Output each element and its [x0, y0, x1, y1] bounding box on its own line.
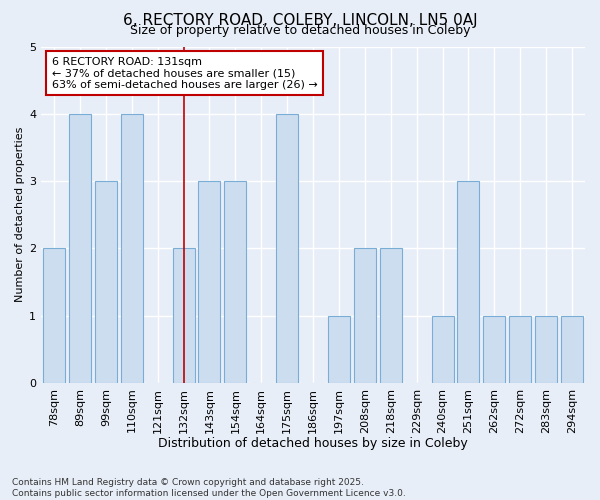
Bar: [457, 181, 479, 383]
Bar: [509, 316, 531, 383]
Y-axis label: Number of detached properties: Number of detached properties: [15, 127, 25, 302]
Bar: [354, 248, 376, 383]
Bar: [121, 114, 143, 383]
Bar: [484, 316, 505, 383]
X-axis label: Distribution of detached houses by size in Coleby: Distribution of detached houses by size …: [158, 437, 468, 450]
Bar: [43, 248, 65, 383]
Bar: [431, 316, 454, 383]
Text: Contains HM Land Registry data © Crown copyright and database right 2025.
Contai: Contains HM Land Registry data © Crown c…: [12, 478, 406, 498]
Bar: [224, 181, 247, 383]
Bar: [535, 316, 557, 383]
Text: Size of property relative to detached houses in Coleby: Size of property relative to detached ho…: [130, 24, 470, 37]
Text: 6, RECTORY ROAD, COLEBY, LINCOLN, LN5 0AJ: 6, RECTORY ROAD, COLEBY, LINCOLN, LN5 0A…: [122, 12, 478, 28]
Bar: [199, 181, 220, 383]
Bar: [328, 316, 350, 383]
Bar: [380, 248, 402, 383]
Bar: [276, 114, 298, 383]
Bar: [69, 114, 91, 383]
Bar: [561, 316, 583, 383]
Text: 6 RECTORY ROAD: 131sqm
← 37% of detached houses are smaller (15)
63% of semi-det: 6 RECTORY ROAD: 131sqm ← 37% of detached…: [52, 56, 318, 90]
Bar: [173, 248, 194, 383]
Bar: [95, 181, 117, 383]
